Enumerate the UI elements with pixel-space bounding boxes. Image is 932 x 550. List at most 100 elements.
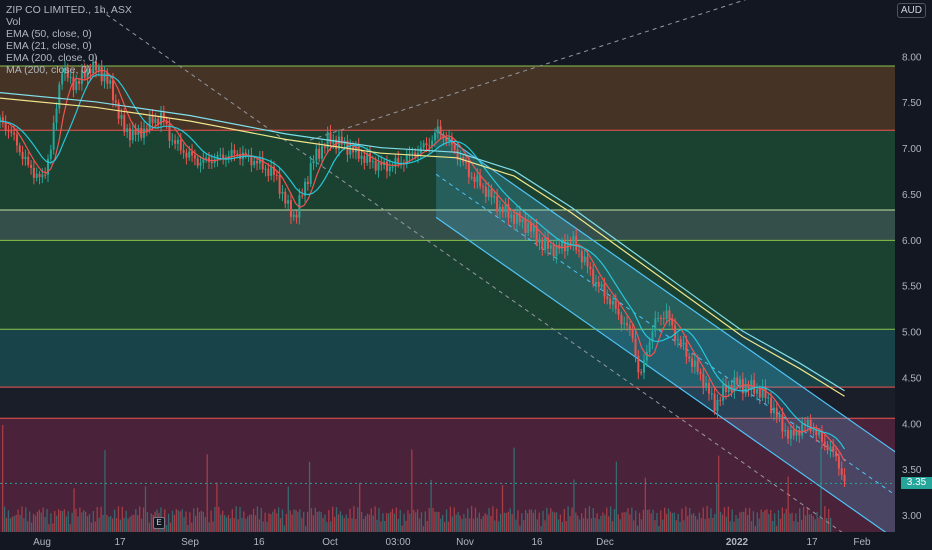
volume-bar [15,514,17,532]
candle-body [106,72,109,84]
volume-bar [52,523,54,532]
volume-bar [470,506,473,532]
volume-bar [714,513,716,532]
candle-body [798,430,801,436]
volume-bar [235,506,237,532]
volume-bar [532,512,535,532]
candle-body [41,174,44,178]
volume-bar [501,485,504,532]
volume-bar [650,513,652,532]
legend-ma200[interactable]: MA (200, close, 0) [6,64,91,76]
volume-bar [98,517,100,532]
volume-bar [335,507,338,532]
volume-bar [220,514,222,532]
candle-body [219,154,222,156]
legend-vol[interactable]: Vol [6,16,21,28]
candle-body [49,149,52,159]
y-tick-label: 8.00 [902,52,922,63]
candle-body [628,325,631,329]
candle-body [702,373,705,388]
legend-ema50[interactable]: EMA (50, close, 0) [6,28,92,40]
legend-ema200[interactable]: EMA (200, close, 0) [6,52,98,64]
volume-bar [104,450,106,532]
candle-body [815,430,818,436]
y-tick-label: 3.00 [902,511,922,522]
candle-body [289,200,292,217]
volume-bar [61,511,64,532]
volume-bar [204,517,206,532]
earnings-event-badge[interactable]: E [153,517,165,529]
volume-bar [32,513,35,532]
volume-bar [719,511,722,532]
volume-bar [638,512,641,532]
candle-body [600,284,603,287]
candle-body [594,282,597,285]
legend-title[interactable]: ZIP CO LIMITED., 1h, ASX [6,4,132,16]
candle-body [744,384,747,394]
candle-body [710,393,713,395]
volume-bar [382,513,384,532]
volume-bar [669,511,672,532]
candle-body [405,155,408,165]
volume-bar [283,525,286,532]
candle-body [369,153,372,162]
volume-bar [785,508,787,532]
volume-bar [38,509,40,532]
volume-bar [42,507,44,532]
candle-body [538,239,541,244]
volume-bar [237,519,239,532]
candle-body [128,128,131,141]
candle-body [363,155,366,163]
candle-body [55,108,58,123]
candle-body [185,152,188,158]
candle-body [761,386,764,398]
candle-body [18,145,21,153]
volume-bar [804,515,807,532]
candle-body [208,157,211,162]
legend-ema21[interactable]: EMA (21, close, 0) [6,40,92,52]
candle-body [222,154,225,160]
volume-bar [353,506,355,532]
volume-bar [799,508,801,532]
candle-body [114,100,117,103]
candle-body [15,134,18,146]
volume-bar [293,509,295,532]
candle-body [549,245,552,249]
volume-bar [735,515,737,532]
ema-21-line [0,69,846,462]
y-tick-label: 5.50 [902,282,922,293]
candle-body [179,139,182,151]
volume-bar [301,517,303,532]
volume-bar [484,513,486,532]
candle-body [357,145,360,159]
candle-body [699,371,702,374]
candle-body [374,160,377,171]
volume-bar [609,506,612,532]
volume-bar [332,506,334,532]
candle-body [123,115,126,132]
x-tick-label: 2022 [726,537,749,548]
volume-bar [357,507,359,532]
currency-label[interactable]: AUD [896,3,926,18]
volume-bar [181,509,183,532]
candle-body [770,397,773,414]
volume-bar [115,518,118,532]
volume-bar [202,511,205,532]
candle-body [69,77,72,79]
volume-bar [270,514,272,532]
candle-body [100,66,103,82]
candle-body [244,152,247,156]
channel-upper-line [435,129,915,466]
volume-bar [196,507,199,532]
volume-bar [449,506,452,532]
volume-bar [77,516,79,532]
volume-bar [523,520,525,532]
volume-bar [347,518,349,532]
volume-bar [658,526,660,532]
volume-bar [384,520,386,532]
volume-bar [108,516,110,532]
y-tick-label: 5.00 [902,328,922,339]
x-tick-label: 03:00 [385,537,410,548]
